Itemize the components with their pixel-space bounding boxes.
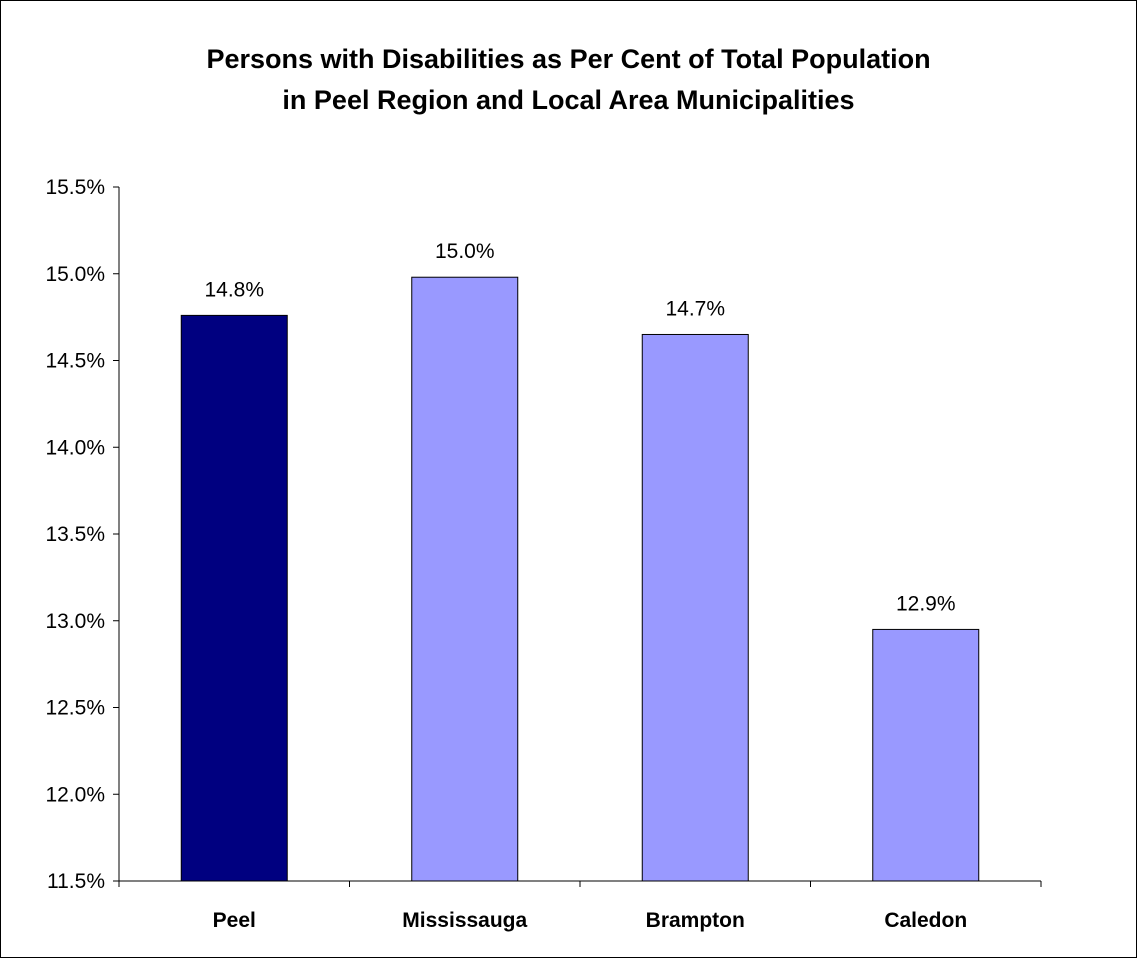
category-label: Peel [213, 909, 256, 932]
bar-brampton [642, 334, 748, 881]
category-label: Caledon [884, 909, 967, 932]
bar-caledon [873, 629, 979, 881]
y-tick-label: 14.5% [45, 350, 105, 373]
data-label: 14.8% [204, 278, 264, 301]
y-tick-label: 15.5% [45, 176, 105, 199]
category-label: Mississauga [402, 909, 527, 932]
data-label: 14.7% [665, 297, 725, 320]
y-tick-label: 15.0% [45, 263, 105, 286]
y-tick-label: 13.0% [45, 610, 105, 633]
y-tick-label: 13.5% [45, 523, 105, 546]
y-tick-label: 12.0% [45, 783, 105, 806]
category-label: Brampton [646, 909, 745, 932]
y-tick-label: 12.5% [45, 697, 105, 720]
y-tick-label: 11.5% [47, 870, 105, 893]
y-tick-label: 14.0% [45, 436, 105, 459]
data-label: 12.9% [896, 592, 956, 615]
bar-peel [181, 315, 287, 881]
data-label: 15.0% [435, 240, 495, 263]
bar-mississauga [412, 277, 518, 881]
